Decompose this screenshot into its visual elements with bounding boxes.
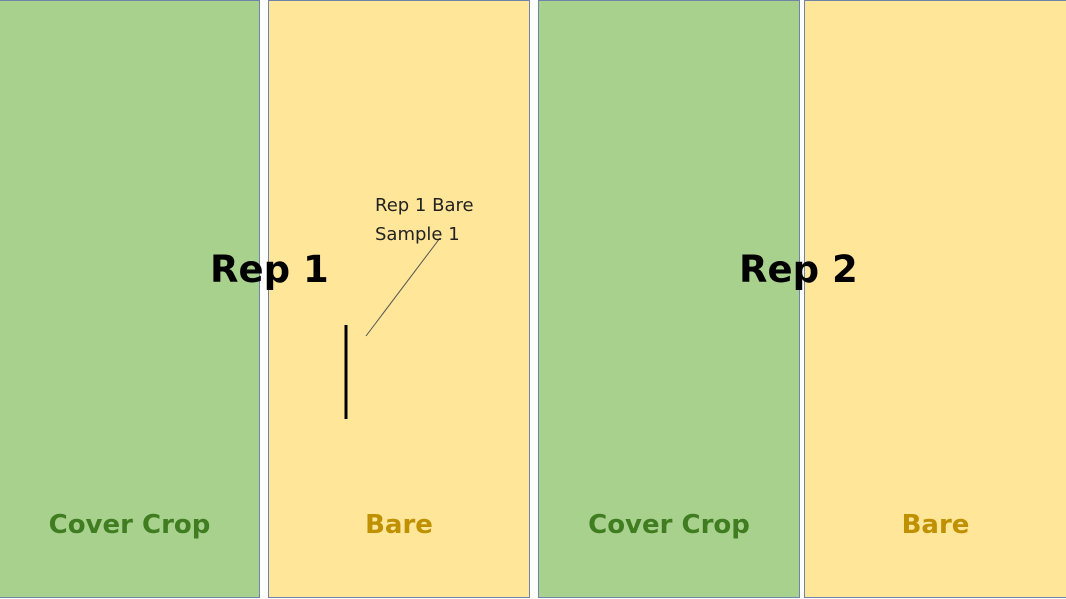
callout-line-2: Sample 1 <box>375 224 460 245</box>
plot-label-cover-crop: Cover Crop <box>48 510 211 540</box>
sample-callout: Rep 1 Bare Sample 1 <box>375 191 474 249</box>
plot-label-bare: Bare <box>365 510 433 540</box>
leader-line <box>365 237 441 337</box>
plot-rep2-cover-crop: Cover Crop <box>538 0 800 598</box>
callout-line-1: Rep 1 Bare <box>375 195 474 216</box>
plot-rep2-bare: Bare <box>804 0 1066 598</box>
rep-2-label: Rep 2 <box>739 248 858 291</box>
plot-label-bare: Bare <box>901 510 970 540</box>
plot-rep1-cover-crop: Cover Crop <box>0 0 260 598</box>
plot-rep1-bare: Bare <box>268 0 530 598</box>
rep-1-label: Rep 1 <box>210 248 329 291</box>
plot-label-cover-crop: Cover Crop <box>588 510 750 540</box>
